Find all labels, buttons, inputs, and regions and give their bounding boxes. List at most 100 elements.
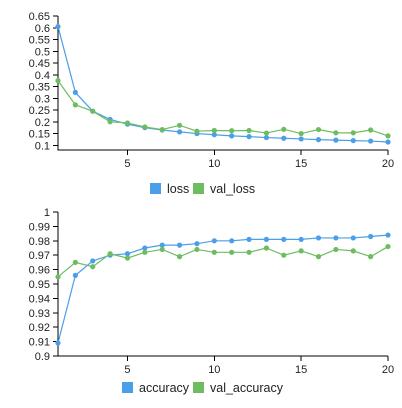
loss-chart-point-loss xyxy=(211,132,217,138)
loss-chart-y-tick-label: 0.6 xyxy=(35,23,50,35)
loss-chart-point-val_loss xyxy=(385,133,391,139)
loss-chart-y-tick-label: 0.55 xyxy=(29,35,50,47)
accuracy-chart-point-val_accuracy xyxy=(263,245,270,251)
loss-chart-point-val_loss xyxy=(246,127,252,134)
accuracy-chart-point-val_accuracy xyxy=(159,246,165,253)
accuracy-chart-point-val_accuracy xyxy=(90,264,96,270)
loss-chart-y-axis: 0.10.150.20.250.30.350.40.450.50.550.60.… xyxy=(29,11,59,152)
loss-chart: 0.10.150.20.250.30.350.40.450.50.550.60.… xyxy=(29,11,395,196)
accuracy-chart-point-val_accuracy xyxy=(194,246,200,253)
accuracy-chart-point-val_accuracy xyxy=(124,255,131,261)
loss-chart-y-tick-label: 0.45 xyxy=(29,58,50,70)
loss-chart-point-val_loss xyxy=(333,130,339,136)
accuracy-chart-point-val_accuracy xyxy=(281,252,287,258)
loss-chart-y-tick-label: 0.35 xyxy=(29,82,50,94)
accuracy-chart-point-accuracy xyxy=(350,235,356,241)
loss-chart-point-val_loss xyxy=(107,119,113,125)
accuracy-chart-y-tick-label: 0.96 xyxy=(29,265,50,277)
loss-chart-y-tick-label: 0.5 xyxy=(35,46,50,58)
loss-chart-point-loss xyxy=(176,129,183,135)
loss-chart-point-val_loss xyxy=(124,120,131,126)
accuracy-chart-point-accuracy xyxy=(263,236,270,242)
accuracy-chart-y-tick-label: 0.91 xyxy=(29,337,50,349)
loss-chart-point-loss xyxy=(315,137,322,143)
accuracy-chart-point-val_accuracy xyxy=(315,254,322,260)
accuracy-chart-point-accuracy xyxy=(72,272,78,278)
loss-chart-point-loss xyxy=(368,138,374,144)
loss-chart-y-tick-label: 0.65 xyxy=(29,11,50,23)
loss-chart-point-val_loss xyxy=(90,108,96,114)
accuracy-chart-point-accuracy xyxy=(315,235,322,241)
accuracy-chart-y-tick-label: 0.94 xyxy=(29,293,50,305)
loss-chart-legend-label-loss[interactable]: loss xyxy=(167,182,189,196)
accuracy-chart-x-tick-label: 5 xyxy=(124,364,130,376)
loss-chart-point-val_loss xyxy=(350,130,356,136)
loss-chart-point-loss xyxy=(298,136,304,142)
loss-chart-series-line-loss xyxy=(57,26,389,143)
accuracy-chart-y-tick-label: 1 xyxy=(44,207,50,219)
loss-chart-x-tick-label: 20 xyxy=(382,158,394,170)
loss-chart-point-loss xyxy=(229,133,235,139)
loss-chart-point-val_loss xyxy=(72,102,78,108)
accuracy-chart-point-val_accuracy xyxy=(211,249,217,255)
loss-chart-plot-area xyxy=(55,23,391,145)
accuracy-chart-x-tick-label: 15 xyxy=(295,364,307,376)
accuracy-chart-y-tick-label: 0.92 xyxy=(29,322,50,334)
accuracy-chart-point-accuracy xyxy=(385,232,391,238)
loss-chart-point-loss xyxy=(385,139,391,145)
loss-chart-x-axis: 5 10 15 20 xyxy=(58,149,394,170)
loss-chart-series-line-val_loss xyxy=(57,80,389,137)
accuracy-chart-point-accuracy xyxy=(142,245,148,251)
accuracy-chart-point-val_accuracy xyxy=(229,249,235,255)
accuracy-chart-point-val_accuracy xyxy=(298,248,304,254)
accuracy-chart-y-tick-label: 0.98 xyxy=(29,236,50,248)
accuracy-chart-y-tick-label: 0.97 xyxy=(29,250,50,262)
loss-chart-point-val_loss xyxy=(176,122,183,128)
accuracy-chart-legend-swatch-val_accuracy[interactable] xyxy=(193,382,204,393)
accuracy-chart-y-tick-label: 0.99 xyxy=(29,221,50,233)
accuracy-chart-point-val_accuracy xyxy=(72,259,78,265)
accuracy-chart-legend-label-val_accuracy[interactable]: val_accuracy xyxy=(210,381,284,395)
loss-chart-point-loss xyxy=(246,134,252,140)
accuracy-chart-legend-swatch-accuracy[interactable] xyxy=(122,382,133,393)
loss-chart-point-val_loss xyxy=(263,130,270,136)
accuracy-chart-legend-label-accuracy[interactable]: accuracy xyxy=(139,381,190,395)
accuracy-chart-point-val_accuracy xyxy=(246,249,252,255)
accuracy-chart-point-accuracy xyxy=(298,236,304,242)
loss-chart-point-val_loss xyxy=(368,127,374,133)
accuracy-chart-point-val_accuracy xyxy=(385,243,391,250)
accuracy-chart: 0.9 0.91 0.92 0.93 0.94 0.95 0.96 0.97 0.98 0.99 1… xyxy=(29,207,395,395)
accuracy-chart-point-val_accuracy xyxy=(55,274,61,280)
loss-chart-legend-label-val_loss[interactable]: val_loss xyxy=(210,182,255,196)
loss-chart-x-tick-label: 5 xyxy=(124,158,130,170)
accuracy-chart-y-axis: 0.9 0.91 0.92 0.93 0.94 0.95 0.96 0.97 0.98 0.99 1 xyxy=(29,207,59,363)
accuracy-chart-point-accuracy xyxy=(55,340,61,346)
accuracy-chart-point-accuracy xyxy=(90,258,96,264)
accuracy-chart-point-val_accuracy xyxy=(107,251,113,257)
loss-chart-point-val_loss xyxy=(159,126,165,133)
loss-chart-y-tick-label: 0.1 xyxy=(35,140,50,152)
accuracy-chart-point-accuracy xyxy=(229,238,235,244)
loss-chart-point-loss xyxy=(333,137,339,143)
loss-chart-point-val_loss xyxy=(298,130,304,137)
accuracy-chart-x-tick-label: 20 xyxy=(382,364,394,376)
loss-chart-point-loss xyxy=(263,134,270,141)
loss-chart-legend: loss val_loss xyxy=(150,182,255,196)
accuracy-chart-y-tick-label: 0.95 xyxy=(29,279,50,291)
accuracy-chart-y-tick-label: 0.93 xyxy=(29,308,50,320)
loss-chart-y-tick-label: 0.4 xyxy=(35,70,50,82)
accuracy-chart-point-accuracy xyxy=(176,242,183,248)
accuracy-chart-point-accuracy xyxy=(211,238,217,244)
accuracy-chart-point-accuracy xyxy=(124,251,131,257)
loss-chart-point-val_loss xyxy=(55,78,61,84)
accuracy-chart-point-val_accuracy xyxy=(176,254,183,260)
accuracy-chart-point-accuracy xyxy=(246,236,252,242)
loss-chart-point-loss xyxy=(72,89,78,96)
loss-chart-point-val_loss xyxy=(142,124,148,130)
accuracy-chart-x-axis: 5 10 15 20 xyxy=(58,355,394,376)
loss-chart-point-val_loss xyxy=(194,128,200,134)
accuracy-chart-point-val_accuracy xyxy=(368,254,374,260)
loss-chart-legend-swatch-loss[interactable] xyxy=(150,183,161,194)
loss-chart-legend-swatch-val_loss[interactable] xyxy=(193,183,204,194)
